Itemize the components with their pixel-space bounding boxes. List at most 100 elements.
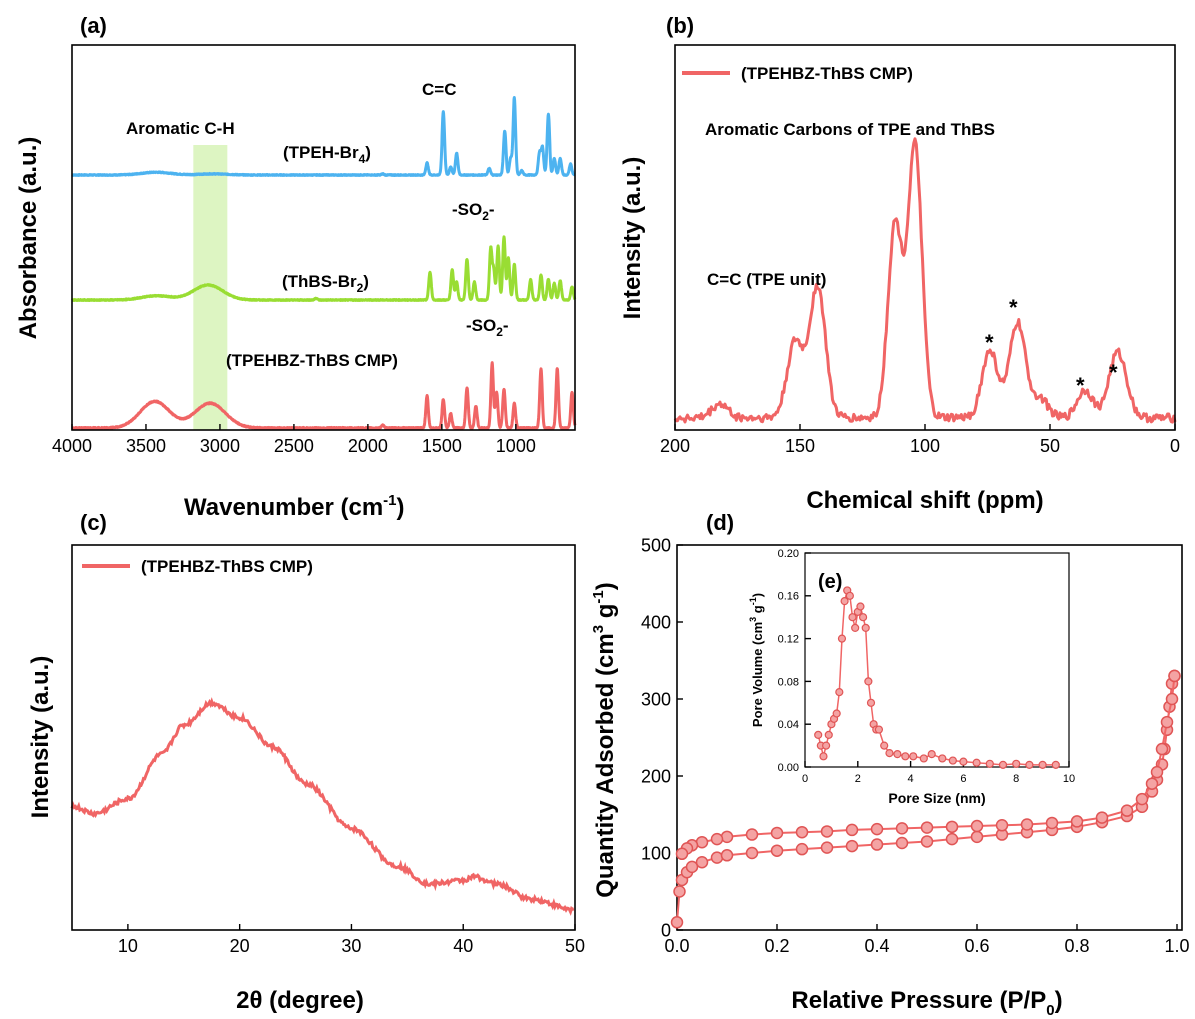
isotherm-point [870,822,884,836]
psd-point [972,758,981,767]
panel-d-frame [676,544,1183,931]
isotherm-point [845,839,859,853]
panel-d-isotherm [670,669,1181,929]
isotherm-point [670,916,684,929]
panel-d-x-axis-title: Relative Pressure (P/P0) [791,987,1062,1019]
psd-point [948,756,957,765]
isotherm-point [770,826,784,840]
panel-a-x-tick-label: 2500 [274,436,314,456]
panel-d-x-tick-label: 0.2 [764,936,789,956]
psd-point [840,597,849,606]
panel-b-legend-label: (TPEHBZ-ThBS CMP) [741,64,913,83]
asterisk-1: * [985,330,994,355]
series-label-tpeh-br4: (TPEH-Br4) [283,143,371,166]
isotherm-point [720,849,734,862]
psd-point [927,750,936,759]
psd-point [998,760,1008,769]
isotherm-point [1070,815,1084,828]
isotherm-point [710,851,724,864]
panel-a-x-tick-label: 4000 [52,436,92,456]
panel-c-label: (c) [80,510,107,535]
panel-c: (c) 10 20 30 40 50 (TPEHBZ-ThBS CMP) 2θ (deg… [27,510,585,1014]
panel-e-label: (e) [818,571,842,593]
panel-e-inset: (e) 0 2 4 6 8 10 0.00 0.04 0.08 0.12 0.16 0.20 Pore… [748,548,1075,806]
psd-point [909,752,918,761]
panel-d-y-axis-title: Quantity Adsorbed (cm3 g-1) [590,582,619,897]
panel-d-x-tick-label: 0.8 [1064,936,1089,956]
isotherm-point [673,885,686,898]
panel-b: (b) 200 150 100 50 0 (TPEHBZ-ThBS CMP) Aroma… [619,13,1180,514]
isotherm-point [895,836,909,850]
psd-point [819,752,828,761]
isotherm-point [1155,742,1169,756]
panel-e-y-tick-label: 0.20 [778,548,799,560]
so2-annotation-1: -SO2- [452,200,495,223]
panel-a-x-tick-label: 1500 [422,436,462,456]
panel-e-frame [804,552,1070,768]
panel-a-y-axis-title: Absorbance (a.u.) [15,137,42,340]
panel-c-x-tick-label: 20 [230,936,250,956]
isotherm-point [745,828,759,841]
panel-a-x-tick-label: 3500 [126,436,166,456]
panel-d-y-tick-label: 0 [661,920,671,940]
cc-tpe-annotation: C=C (TPE unit) [707,270,826,289]
psd-point [814,730,823,740]
isotherm-point [970,830,984,844]
psd-point [1025,760,1034,769]
panel-e-x-tick-label: 6 [960,773,966,785]
panel-e-x-axis-title: Pore Size (nm) [888,790,985,806]
panel-e-x-tick-label: 10 [1063,773,1075,785]
isotherm-point [720,830,734,844]
panel-e-x-tick-label: 4 [908,773,914,785]
spectrum-line [70,361,577,430]
psd-point [919,754,928,763]
isotherm-point [820,841,834,854]
psd-point [1012,759,1021,768]
panel-c-x-tick-label: 40 [453,936,473,956]
panel-c-x-ticks: 10 20 30 40 50 [118,924,585,956]
isotherm-point [945,832,959,846]
panel-b-frame [674,44,1176,431]
panel-a-x-tick-label: 2000 [348,436,388,456]
isotherm-point [820,825,834,838]
panel-e-y-tick-label: 0.12 [778,633,799,645]
psd-point [938,754,947,763]
panel-b-x-tick-label: 100 [910,436,940,456]
panel-b-x-tick-label: 0 [1170,436,1180,456]
panel-b-spectrum [673,137,1177,424]
psd-point [822,741,831,750]
panel-e-y-tick-label: 0.04 [778,719,799,731]
panel-c-pattern [70,697,575,916]
panel-a-label: (a) [80,13,107,38]
spectrum-line [70,96,577,177]
panel-a-x-ticks: 4000 3500 3000 2500 2000 1500 1000 [52,424,536,456]
psd-point [858,613,868,622]
isotherm-point [895,822,909,835]
psd-point [861,623,870,633]
series-label-thbs-br2: (ThBS-Br2) [282,272,369,295]
isotherm-point [795,825,809,839]
isotherm-point [1120,804,1134,817]
isotherm-point [1135,792,1149,806]
isotherm-point [710,832,724,846]
isotherm-point [945,820,959,834]
psd-point [848,613,857,622]
isotherm-point [695,855,709,869]
isotherm-point [685,860,699,874]
series-label-cmp: (TPEHBZ-ThBS CMP) [226,351,398,370]
spectrum-line [70,235,577,302]
panel-e-ticks: 0 2 4 6 8 10 0.00 0.04 0.08 0.12 0.16 0.20 [778,548,1076,785]
psd-point [866,698,876,707]
isotherm-point [770,844,784,857]
panel-d-x-tick-label: 1.0 [1164,936,1189,956]
psd-point [835,687,844,697]
panel-e-x-tick-label: 8 [1013,773,1019,785]
panel-d-x-tick-label: 0.4 [864,936,889,956]
isotherm-point [1145,777,1159,790]
panel-c-x-tick-label: 30 [341,936,361,956]
so2-annotation-2: -SO2- [466,316,509,339]
aromatic-ch-label: Aromatic C-H [126,119,235,138]
panel-a-x-tick-label: 1000 [496,436,536,456]
panel-b-x-tick-label: 200 [660,436,690,456]
isotherm-point [995,819,1009,832]
